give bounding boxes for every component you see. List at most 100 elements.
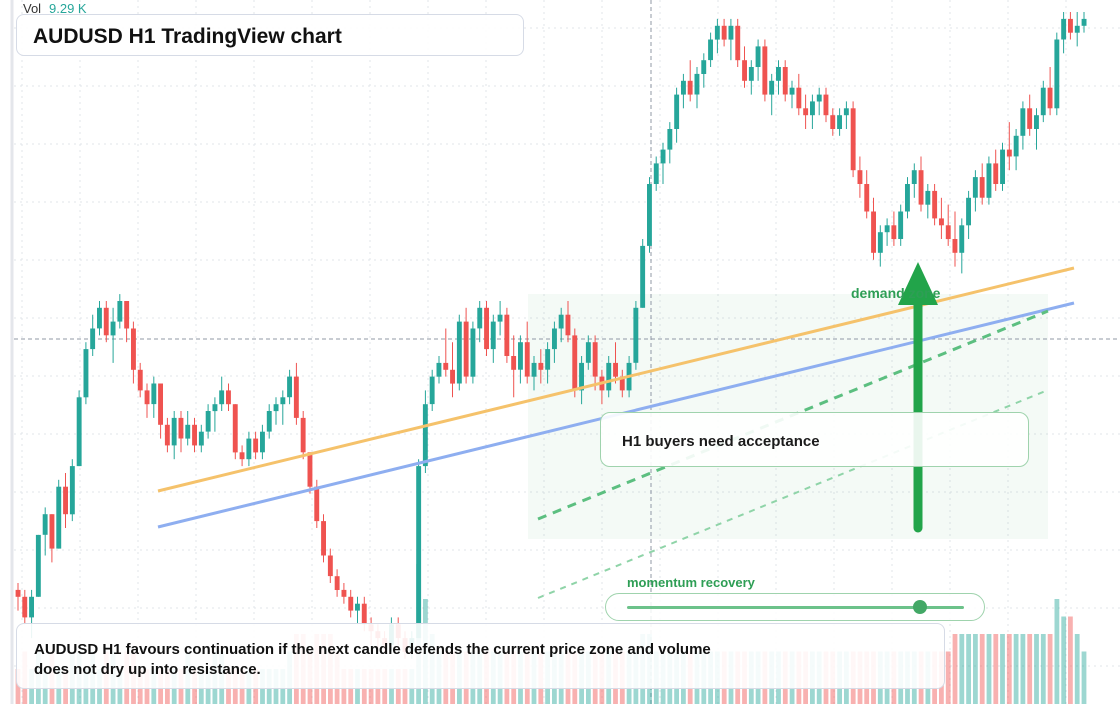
candle-body (63, 486, 68, 515)
candle-body (850, 108, 856, 171)
candle-body (789, 87, 795, 95)
candle (219, 376, 225, 411)
momentum-knob[interactable] (913, 600, 927, 614)
candle (789, 80, 795, 109)
candle (701, 53, 707, 88)
candle (144, 383, 150, 418)
candle-body (361, 603, 367, 625)
candle (830, 108, 836, 136)
candle (979, 163, 985, 205)
candle-body (456, 321, 462, 384)
summary-card: AUDUSD H1 favours continuation if the ne… (16, 623, 945, 689)
candle-body (816, 94, 822, 102)
candle (260, 424, 265, 460)
candle-body (911, 170, 917, 184)
candle (993, 149, 999, 191)
candle-body (35, 534, 41, 597)
candle-body (986, 163, 992, 198)
candle-body (470, 328, 476, 377)
candle-body (748, 67, 754, 81)
volume-bar (986, 634, 992, 704)
candle (490, 314, 496, 363)
candle-body (205, 411, 211, 432)
candle-body (687, 80, 693, 95)
candle (843, 101, 849, 129)
candle-body (864, 184, 870, 212)
volume-bar (952, 634, 958, 704)
candle-body (212, 404, 218, 412)
candle (877, 225, 883, 267)
candle (321, 514, 326, 563)
candle-body (171, 417, 177, 446)
candle (90, 314, 96, 356)
candle-body (1006, 149, 1012, 157)
candle-body (83, 349, 89, 398)
candle (959, 218, 965, 274)
candle-body (1040, 87, 1046, 116)
candle-body (484, 307, 489, 350)
candle (748, 60, 754, 95)
candle-body (511, 356, 517, 370)
candle-body (782, 67, 788, 95)
candle-body (796, 87, 802, 109)
candle-body (477, 307, 483, 329)
candle-body (22, 596, 28, 618)
candle-body (266, 411, 272, 432)
candle-body (1068, 18, 1073, 33)
candle (776, 60, 781, 95)
candle (450, 342, 455, 398)
candle (640, 239, 646, 308)
candle-body (1081, 18, 1087, 26)
candle (280, 390, 286, 425)
candle (1074, 12, 1080, 47)
candle-body (694, 73, 700, 95)
candle (273, 397, 279, 425)
candle (837, 108, 842, 136)
candle (939, 197, 944, 239)
callout-box: H1 buyers need acceptance (600, 412, 1029, 467)
volume-bar (1081, 651, 1087, 704)
candle (823, 87, 829, 123)
candle (694, 67, 700, 109)
candle (1040, 80, 1046, 123)
candle-body (701, 60, 707, 74)
candle-body (572, 335, 578, 391)
candle (1000, 142, 1005, 191)
candle-body (1034, 115, 1039, 129)
candle (1020, 101, 1026, 150)
candle (422, 390, 428, 473)
candle-body (103, 307, 109, 336)
candle (891, 211, 897, 246)
candle-body (592, 342, 598, 377)
candle-body (110, 321, 116, 336)
candle-body (728, 25, 734, 40)
candle-body (463, 321, 469, 377)
candle (518, 335, 523, 384)
momentum-slider[interactable] (605, 593, 985, 621)
candle-body (898, 211, 904, 239)
volume-bar (945, 651, 951, 704)
candle-body (450, 369, 455, 384)
candle-body (545, 349, 551, 370)
candle (246, 431, 252, 467)
candle-body (884, 225, 890, 233)
candle (524, 321, 530, 384)
candle-body (219, 390, 225, 405)
candle (15, 583, 21, 611)
candle-body (762, 46, 768, 95)
candle-body (69, 466, 75, 515)
candle (850, 101, 856, 178)
candle (613, 342, 618, 384)
candle-body (144, 390, 150, 405)
volume-bar (1034, 634, 1039, 704)
candle (769, 73, 775, 116)
candle-body (565, 314, 571, 336)
candle-body (1047, 87, 1053, 109)
candle (103, 301, 109, 343)
candle-body (1027, 108, 1033, 129)
candle-body (117, 301, 123, 322)
candle-body (613, 362, 618, 377)
candle (110, 307, 116, 363)
candle (198, 424, 204, 453)
candle-body (857, 170, 863, 184)
